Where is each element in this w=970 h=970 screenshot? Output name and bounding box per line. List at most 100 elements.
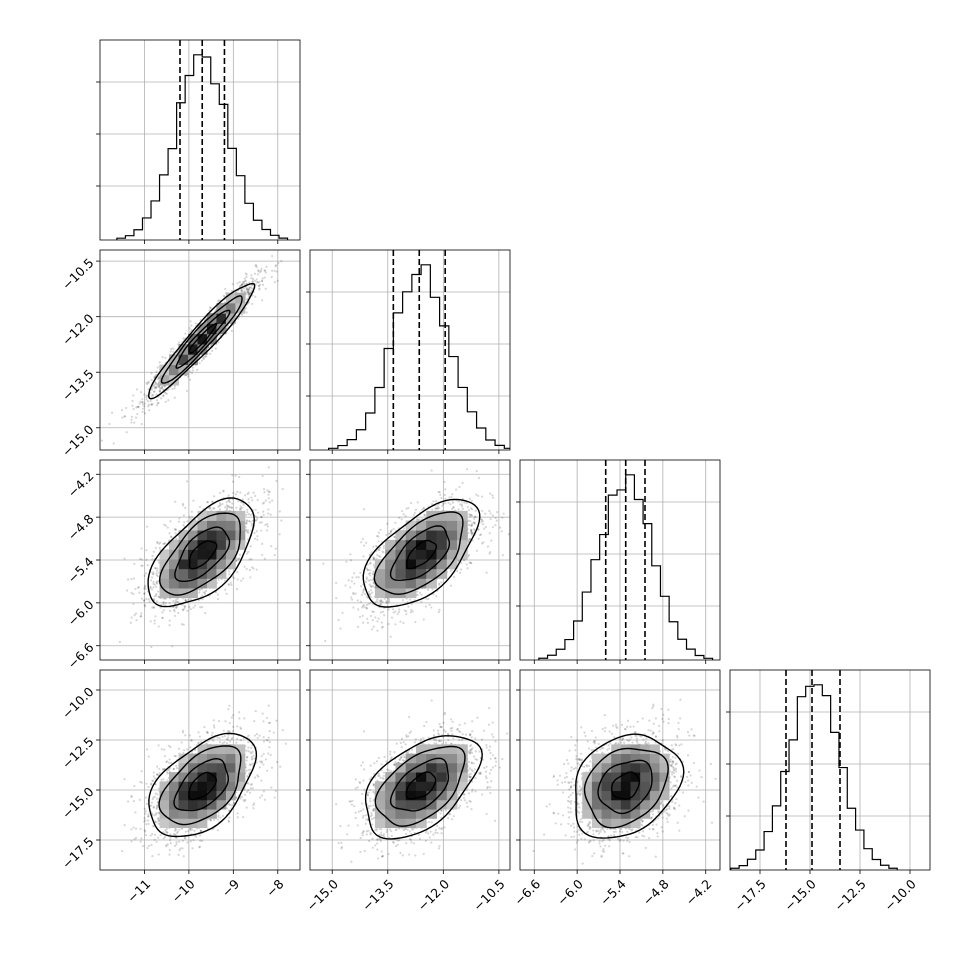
density-cell: [206, 568, 217, 579]
sample-point: [157, 381, 160, 385]
sample-point: [470, 499, 473, 502]
sample-point: [352, 606, 355, 609]
sample-point: [495, 519, 498, 522]
sample-point: [245, 519, 249, 522]
sample-point: [196, 368, 199, 371]
sample-point: [250, 558, 253, 561]
sample-point: [161, 356, 164, 359]
sample-point: [479, 533, 482, 537]
sample-point: [242, 503, 245, 506]
sample-point: [256, 538, 259, 541]
sample-point: [143, 574, 146, 578]
sample-point: [209, 306, 212, 309]
sample-point: [183, 607, 186, 610]
sample-point: [263, 557, 266, 560]
sample-point: [515, 521, 517, 523]
sample-point: [150, 372, 153, 375]
sample-point: [157, 595, 160, 598]
sample-point: [125, 406, 128, 410]
sample-point: [243, 290, 246, 293]
sample-point: [441, 504, 444, 507]
sample-point: [133, 421, 136, 424]
density-cell: [235, 292, 246, 304]
density-cell: [178, 530, 189, 541]
sample-point: [278, 510, 281, 513]
sample-point: [130, 591, 133, 594]
sample-point: [245, 522, 248, 525]
sample-point: [261, 283, 265, 286]
sample-point: [440, 496, 443, 500]
density-cell: [197, 333, 208, 345]
sample-point: [251, 519, 254, 522]
sample-point: [470, 514, 474, 517]
sample-point: [366, 621, 370, 624]
sample-point: [145, 381, 148, 385]
sample-point: [248, 292, 251, 295]
sample-point: [156, 366, 159, 369]
sample-point: [158, 389, 161, 392]
sample-point: [240, 579, 243, 582]
sample-point: [266, 489, 269, 492]
sample-point: [256, 273, 259, 276]
sample-point: [185, 480, 189, 483]
density-cell: [216, 313, 227, 324]
sample-point: [254, 515, 257, 518]
sample-point: [156, 567, 159, 570]
sample-point: [499, 526, 502, 529]
sample-point: [438, 583, 441, 586]
sample-point: [270, 545, 273, 548]
sample-point: [157, 401, 160, 404]
density-cell: [188, 578, 198, 589]
sample-point: [155, 399, 159, 402]
sample-point: [365, 595, 368, 598]
sample-point: [481, 495, 484, 498]
sample-point: [152, 582, 155, 585]
sample-point: [355, 576, 358, 579]
sample-point: [249, 286, 252, 289]
sample-point: [139, 557, 142, 561]
sample-point: [174, 500, 177, 503]
sample-point: [379, 546, 382, 549]
sample-point: [152, 384, 155, 388]
sample-point: [362, 508, 365, 511]
sample-point: [166, 526, 169, 529]
sample-point: [240, 284, 243, 287]
sample-point: [162, 603, 165, 606]
sample-point: [137, 585, 140, 589]
sample-point: [175, 606, 178, 610]
sample-point: [275, 264, 278, 267]
sample-point: [203, 591, 207, 594]
sample-point: [405, 613, 408, 616]
sample-point: [366, 568, 369, 571]
sample-point: [410, 608, 413, 612]
sample-point: [188, 378, 192, 381]
sample-point: [145, 398, 148, 401]
sample-point: [266, 525, 269, 528]
sample-point: [136, 586, 140, 589]
sample-point: [162, 601, 165, 604]
sample-point: [345, 560, 348, 563]
sample-point: [171, 387, 174, 391]
sample-point: [400, 518, 403, 521]
sample-point: [141, 410, 144, 413]
sample-point: [379, 528, 382, 531]
sample-point: [218, 504, 221, 507]
sample-point: [256, 499, 259, 502]
sample-point: [118, 640, 121, 644]
sample-point: [213, 507, 216, 510]
sample-point: [396, 612, 399, 616]
sample-point: [140, 558, 143, 561]
sample-point: [176, 605, 179, 608]
sample-point: [159, 387, 162, 390]
sample-point: [130, 577, 133, 581]
sample-point: [465, 563, 468, 566]
sample-point: [173, 614, 177, 618]
sample-point: [471, 532, 474, 535]
sample-point: [262, 513, 265, 516]
sample-point: [365, 607, 368, 610]
sample-point: [170, 348, 173, 351]
sample-point: [188, 370, 192, 373]
sample-point: [261, 474, 264, 478]
sample-point: [243, 565, 246, 568]
